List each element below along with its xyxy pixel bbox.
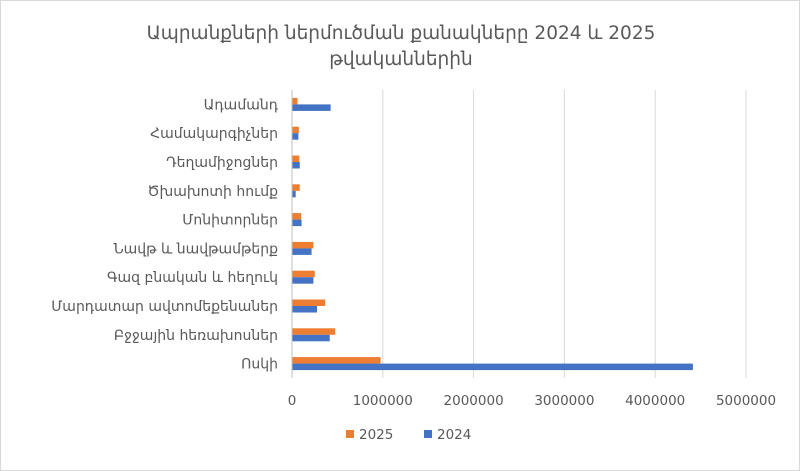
x-tick-label: 4000000 [625, 393, 685, 409]
bar-2024 [292, 306, 318, 313]
x-tick-label: 1000000 [353, 393, 413, 409]
bar-2025 [292, 241, 314, 249]
category-label: Դեղամիջոցներ [166, 155, 278, 171]
bar-2024 [292, 334, 330, 342]
bar-2025 [292, 357, 381, 364]
bar-2025 [292, 213, 302, 220]
category-label: Մարդատար ավտոմեքենաներ [51, 299, 278, 315]
chart-title-line-2: թվականներին [329, 49, 473, 70]
bar-2024 [292, 104, 331, 111]
x-tick-label: 5000000 [716, 393, 776, 409]
chart-title: Ապրանքների ներմուծման քանակները 2024 և 2… [1, 21, 800, 73]
bar-2025 [292, 155, 300, 162]
category-label: Համակարգիչներ [150, 126, 278, 142]
bar-2024 [292, 277, 314, 284]
category-label: Ոսկի [241, 357, 278, 373]
bar-2025 [292, 97, 298, 105]
bar-2024 [292, 363, 693, 371]
bar-2024 [292, 162, 300, 169]
category-label: Բջջային հեռախոսներ [114, 328, 278, 344]
chart-title-line-1: Ապրանքների ներմուծման քանակները 2024 և 2… [146, 23, 656, 44]
x-tick-label: 0 [288, 393, 297, 409]
bar-2025 [292, 270, 315, 278]
x-tick-label: 2000000 [444, 393, 504, 409]
bar-2025 [292, 328, 336, 335]
category-label: Ծխախոտի հումք [147, 184, 278, 200]
x-tick-label: 3000000 [534, 393, 594, 409]
legend-label: 2024 [437, 427, 471, 443]
legend-swatch-2024 [424, 430, 432, 438]
bar-2024 [292, 133, 299, 140]
legend-swatch-2025 [346, 430, 354, 438]
category-label: Մոնիտորներ [182, 213, 278, 229]
category-label: Գազ բնական և հեղուկ [107, 270, 278, 286]
bar-2024 [292, 190, 296, 198]
bar-2024 [292, 219, 302, 227]
bar-2025 [292, 184, 300, 191]
bar-2025 [292, 126, 299, 134]
bar-2025 [292, 299, 326, 306]
category-label: Նավթ և նավթամթերք [113, 241, 278, 257]
bar-2024 [292, 248, 312, 255]
category-label: Ադամանդ [204, 97, 279, 113]
legend-label: 2025 [359, 427, 393, 443]
